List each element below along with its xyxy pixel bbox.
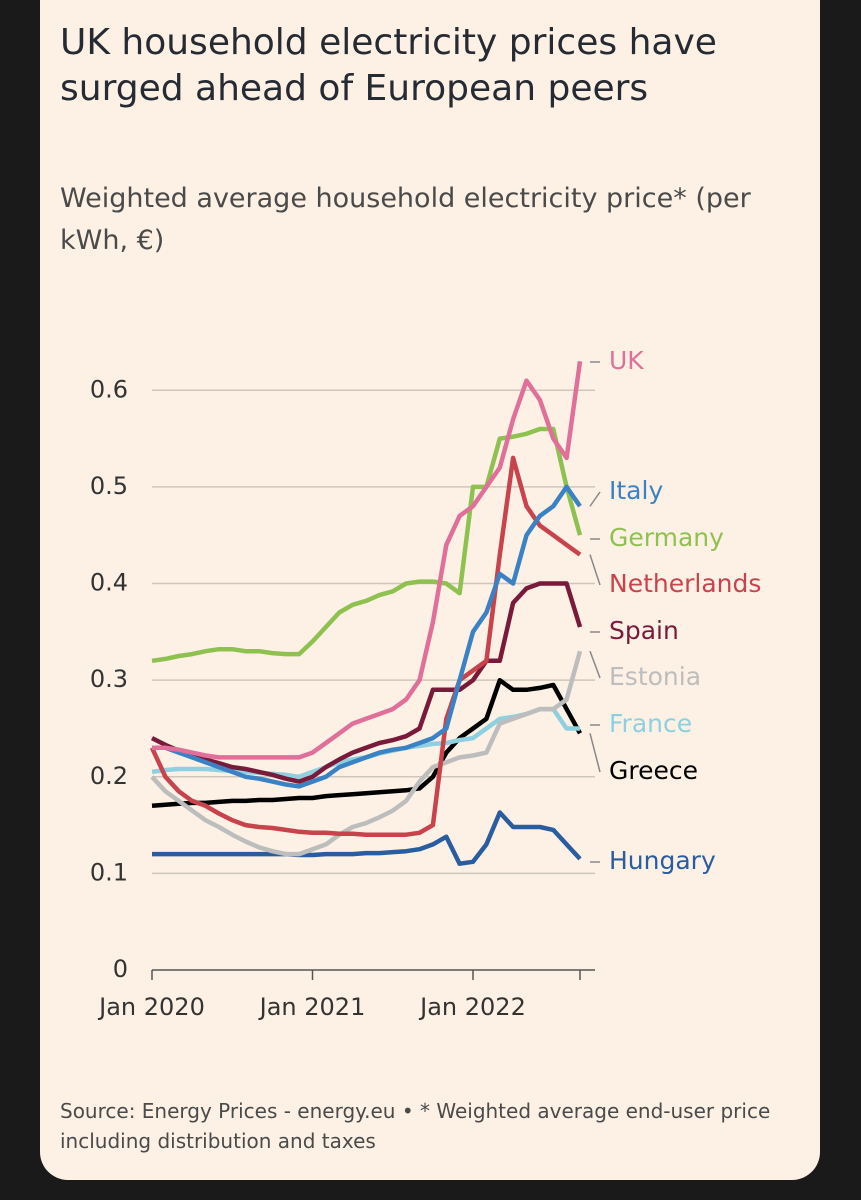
x-tick-label: Jan 2020 [97,993,205,1021]
legend-label: Spain [609,616,679,645]
y-tick-label: 0.3 [90,665,128,693]
legend-label: Netherlands [609,569,761,598]
legend-label: Estonia [609,662,701,691]
x-tick-label: Jan 2021 [258,993,366,1021]
legend-label: Italy [609,476,663,505]
series-line [151,677,582,809]
series-line [150,650,583,857]
chart-title: UK household electricity prices have sur… [60,22,717,109]
series-line [150,581,583,784]
y-tick-label: 0 [113,955,128,983]
series-line [149,455,582,837]
leader-line [589,491,601,507]
legend-label: Greece [609,756,698,785]
card: UK household electricity prices have sur… [40,0,820,1180]
legend-label: Hungary [609,846,716,875]
y-tick-label: 0.6 [90,375,128,403]
legend-label: France [609,709,692,738]
source-note: Source: Energy Prices - energy.eu • * We… [60,1099,771,1153]
chart-subtitle: Weighted average household electricity p… [60,183,751,256]
series-line [152,810,582,866]
y-tick-label: 0.1 [90,858,128,886]
y-tick-label: 0.2 [90,762,128,790]
series-line [152,484,582,789]
y-tick-label: 0.5 [90,472,128,500]
x-tick-label: Jan 2022 [418,993,526,1021]
legend-label: UK [609,346,644,375]
leader-line [589,554,601,586]
legend-label: Germany [609,523,724,552]
series-line [152,360,583,760]
y-tick-label: 0.4 [90,569,128,597]
leader-line [589,650,601,679]
leader-line [589,733,601,773]
